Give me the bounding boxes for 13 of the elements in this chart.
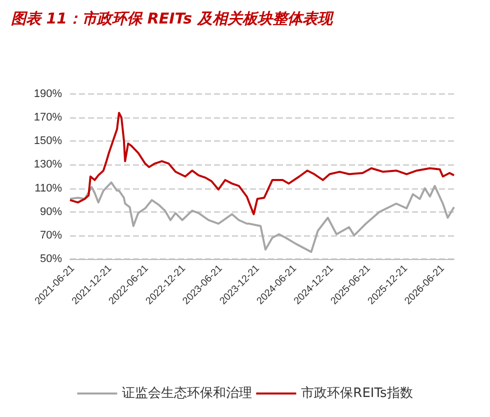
y-tick-label: 170% [34,112,62,124]
legend-label: 证监会生态环保和治理 [122,386,252,401]
line-series [69,181,455,253]
y-tick-label: 150% [34,135,62,148]
y-tick-label: 190% [34,88,62,100]
y-tick-label: 130% [34,158,62,171]
chart-title: 图表 11：市政环保 REITs 及相关板块整体表现 [11,10,334,28]
y-tick-label: 50% [40,253,62,265]
y-tick-label: 110% [34,182,62,194]
line-series [69,112,455,216]
legend-label: 市政环保REITs指数 [301,386,413,401]
y-tick-label: 70% [40,229,62,242]
y-tick-label: 90% [40,206,62,218]
